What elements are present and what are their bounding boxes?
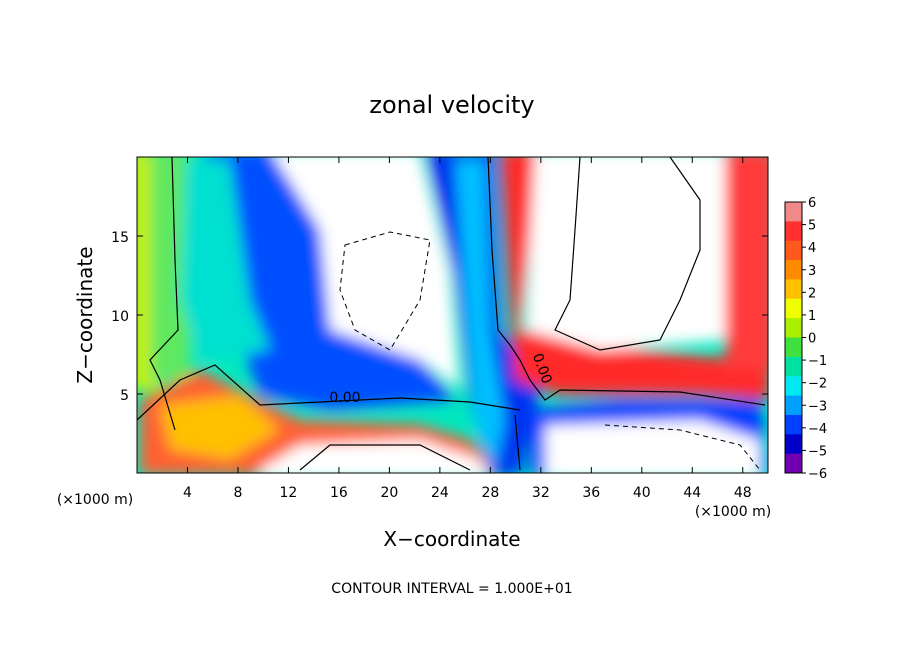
field-cyan-zone [180, 160, 270, 360]
colorbar-tick-label: −3 [808, 399, 827, 414]
negative-contour-lower-right [604, 424, 761, 471]
colorbar-swatch [785, 337, 802, 358]
y-axis-label: Z−coordinate [73, 246, 97, 383]
contour-label-1: 0.00 [329, 390, 360, 406]
y-axis-ticks: 5 10 15 [111, 230, 768, 404]
x-tick-label: 16 [330, 485, 348, 501]
x-axis-ticks: 4 8 12 16 20 24 28 32 36 40 44 48 [183, 157, 752, 501]
x-tick-label: 28 [481, 485, 499, 501]
colorbar-swatch [785, 202, 802, 222]
velocity-field: 0.00 0.00 [137, 157, 768, 473]
colorbar-swatch [785, 318, 802, 338]
x-axis-label: X−coordinate [383, 527, 520, 551]
x-tick-label: 48 [734, 485, 752, 501]
colorbar-tick-label: 4 [808, 241, 816, 256]
y-tick-label: 10 [111, 309, 129, 325]
field-right-red-edge [725, 157, 768, 370]
colorbar: 6 5 4 3 2 1 0 −1 −2 −3 −4 −5 −6 [784, 196, 827, 482]
zero-contours [137, 157, 766, 471]
colorbar-swatch [785, 376, 802, 397]
field-central-column-cyan [455, 160, 505, 470]
colorbar-tick-label: −1 [808, 354, 827, 369]
contour-lower-center [299, 444, 471, 471]
colorbar-swatch [785, 453, 802, 474]
colorbar-swatch [785, 414, 802, 435]
x-tick-label: 24 [431, 485, 449, 501]
colorbar-tick-label: 1 [808, 309, 816, 324]
colorbar-tick-label: 5 [808, 219, 816, 234]
colorbar-swatch [785, 356, 802, 377]
colorbar-swatch [785, 221, 802, 242]
colorbar-tick-label: 0 [808, 332, 816, 347]
colorbar-tick-label: −4 [808, 422, 827, 437]
x-tick-label: 32 [532, 485, 550, 501]
contour-interval-note: CONTOUR INTERVAL = 1.000E+01 [331, 581, 572, 597]
field-lower-right-white [545, 420, 760, 473]
colorbar-swatch [785, 279, 802, 300]
zero-contour-band [137, 364, 521, 421]
colorbar-tick-label: −2 [808, 377, 827, 392]
zero-contour-left [149, 157, 179, 431]
colorbar-swatch [785, 240, 802, 261]
x-tick-label: 40 [633, 485, 651, 501]
x-unit-label-left: (×1000 m) [57, 492, 133, 508]
x-tick-label: 8 [233, 485, 242, 501]
zero-contour-lower [514, 414, 521, 471]
colorbar-swatch [785, 260, 802, 280]
zero-contour-central [487, 157, 766, 406]
x-tick-label: 20 [380, 485, 398, 501]
x-tick-label: 44 [683, 485, 701, 501]
x-tick-label: 36 [582, 485, 600, 501]
colorbar-swatch [785, 298, 802, 319]
colorbar-tick-label: 2 [808, 286, 816, 301]
negative-contours [339, 231, 761, 471]
colorbar-tick-label: 6 [808, 196, 816, 211]
x-tick-label: 4 [183, 485, 192, 501]
colorbar-swatch [785, 395, 802, 416]
y-tick-label: 5 [120, 388, 129, 404]
field-white-top-center [274, 157, 460, 390]
colorbar-tick-label: −6 [808, 467, 827, 482]
field-white-right [525, 157, 735, 350]
chart-title: zonal velocity [369, 91, 534, 119]
contour-upper-right [554, 157, 701, 351]
y-tick-label: 15 [111, 230, 129, 246]
field-lower-center-white [260, 440, 487, 473]
x-tick-label: 12 [280, 485, 298, 501]
colorbar-tick-label: −5 [808, 444, 827, 459]
negative-contour-center [339, 231, 431, 351]
field-yellow-patches [160, 395, 280, 460]
colorbar-tick-label: 3 [808, 264, 816, 279]
x-unit-label-right: (×1000 m) [695, 504, 771, 520]
colorbar-swatch [785, 434, 802, 455]
